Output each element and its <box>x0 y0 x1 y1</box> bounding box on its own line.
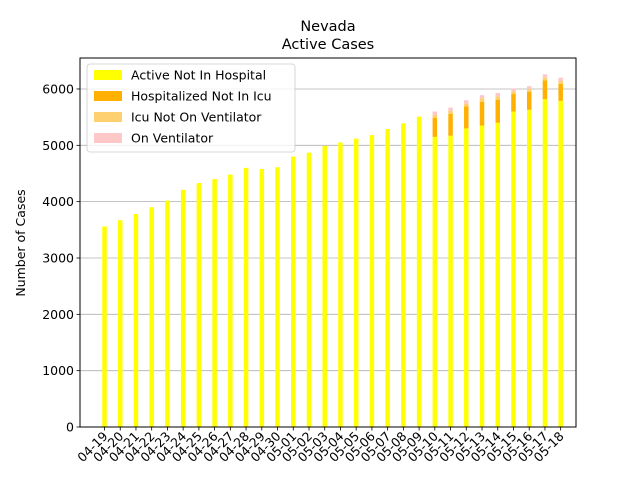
bar-segment <box>385 128 390 427</box>
legend: Active Not In Hospital Hospitalized Not I… <box>86 63 296 153</box>
legend-frame <box>86 63 296 153</box>
bar-segment <box>259 168 265 427</box>
bar-segment <box>401 123 406 428</box>
y-tick-label: 1000 <box>42 363 74 378</box>
bar-segment <box>228 174 233 427</box>
bar-segment <box>180 189 186 427</box>
legend-swatch <box>94 133 122 143</box>
y-tick-label: 3000 <box>42 250 74 265</box>
bar-segment <box>479 101 485 126</box>
bar-segment <box>464 100 469 104</box>
chart-title: Nevada <box>300 19 355 35</box>
bar-segment <box>511 94 516 112</box>
bar-segment <box>448 107 453 111</box>
bar-segment <box>416 116 422 428</box>
bar-segment <box>511 91 516 95</box>
bar-segment <box>338 142 343 427</box>
bar-segment <box>464 106 469 129</box>
bar-segment <box>464 128 469 427</box>
bar-segment <box>448 113 453 136</box>
bar-segment <box>558 100 563 427</box>
legend-swatch <box>94 70 122 80</box>
y-axis-label: Number of Cases <box>13 189 28 296</box>
bar-segment <box>102 226 107 427</box>
bar-segment <box>542 80 548 100</box>
bar-segment <box>448 135 453 427</box>
legend-entry: Icu Not On Ventilator <box>131 110 262 125</box>
bar-segment <box>448 110 453 114</box>
x-axis-ticks: 04-1904-2004-2104-2204-2304-2404-2504-26… <box>74 427 567 465</box>
bar-segment <box>526 91 532 110</box>
chart-subtitle: Active Cases <box>282 37 375 53</box>
bar-segment <box>369 135 375 427</box>
legend-entry: On Ventilator <box>131 131 214 146</box>
bar-segment <box>432 136 438 427</box>
bar-segment <box>558 81 563 84</box>
bar-segment <box>464 103 469 107</box>
bar-segment <box>495 122 500 428</box>
bar-segment <box>432 111 438 115</box>
plot-frame <box>79 57 577 428</box>
bar-segment <box>306 152 312 427</box>
bar-segment <box>322 145 327 427</box>
bar-segment <box>432 117 438 137</box>
bar-segment <box>243 167 249 427</box>
bar-segment <box>526 109 532 427</box>
bar-segment <box>196 183 202 427</box>
bar-segment <box>275 167 280 427</box>
y-tick-label: 4000 <box>42 194 74 209</box>
bar-segment <box>117 220 123 427</box>
bar-segment <box>542 99 548 428</box>
bar-segment <box>495 96 500 100</box>
bar-segment <box>511 111 516 428</box>
bar-segment <box>542 77 548 81</box>
y-tick-label: 6000 <box>42 81 74 96</box>
legend-entry: Active Not In Hospital <box>131 68 266 83</box>
bar-segment <box>165 200 170 427</box>
bar-segment <box>353 138 359 427</box>
legend-swatch <box>94 91 122 101</box>
bar-segment <box>479 125 485 427</box>
y-tick-label: 0 <box>66 420 74 435</box>
legend-swatch <box>94 112 122 122</box>
bar-segment <box>542 74 548 78</box>
bar-segment <box>495 99 500 123</box>
bar-segment <box>558 77 563 82</box>
bar-segment <box>526 86 532 89</box>
bar-segment <box>133 214 139 427</box>
bar-segment <box>495 92 500 97</box>
bar-segment <box>212 179 217 427</box>
bar-segment <box>149 207 154 427</box>
bar-segment <box>511 88 516 92</box>
legend-entry: Hospitalized Not In Icu <box>131 89 272 104</box>
y-tick-label: 2000 <box>42 307 74 322</box>
bar-segment <box>291 156 296 428</box>
bar-segment <box>479 98 485 102</box>
y-tick-label: 5000 <box>42 138 74 153</box>
bar-segment <box>558 83 563 101</box>
bar-segment <box>479 95 485 99</box>
bar-segment <box>526 88 532 92</box>
bars <box>102 74 563 428</box>
y-axis-ticks: 0 1000 2000 3000 4000 5000 6000 <box>42 81 80 435</box>
bar-segment <box>432 114 438 118</box>
